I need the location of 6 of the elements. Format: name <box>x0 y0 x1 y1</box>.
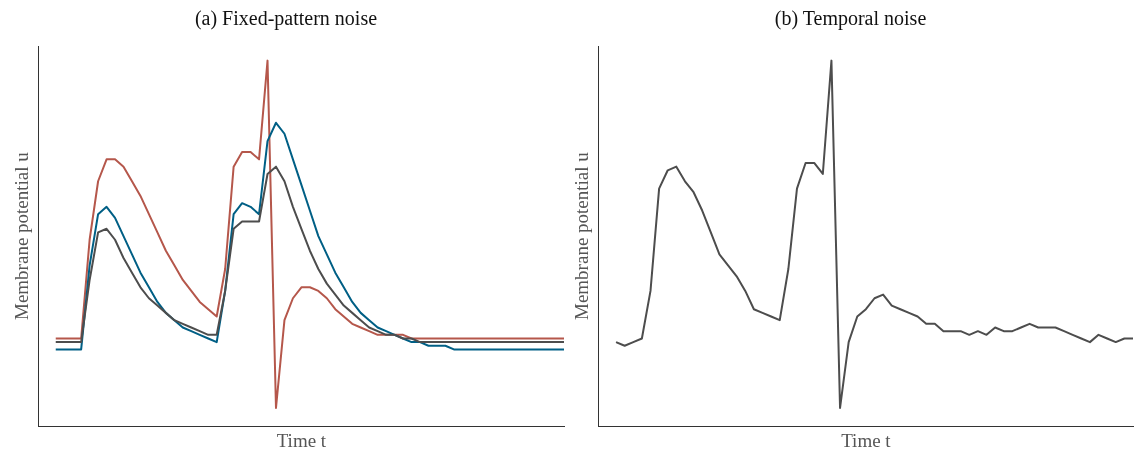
chart-title: (b) Temporal noise <box>774 7 927 31</box>
y-axis-title: Membrane potential u <box>11 151 33 320</box>
y-axis-title: Membrane potential u <box>571 151 593 320</box>
x-axis-title: Time t <box>276 429 327 451</box>
chart-title: (a) Fixed-pattern noise <box>194 7 378 31</box>
x-axis-title: Time t <box>841 429 892 451</box>
